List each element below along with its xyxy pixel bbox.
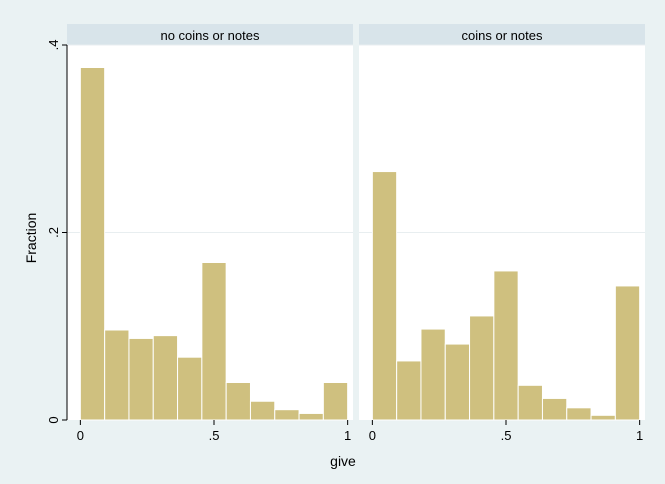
histogram-bar: [274, 409, 300, 421]
panel-strip: [359, 24, 645, 45]
x-axis-label: give: [330, 453, 356, 469]
x-tick-label: .5: [209, 428, 220, 443]
histogram-bar: [493, 270, 519, 421]
x-ticks: 0.5 1: [369, 420, 643, 443]
grid-lines: [359, 44, 645, 233]
histogram-bar: [541, 397, 568, 421]
histogram-bar: [614, 285, 641, 421]
bars: [371, 171, 641, 421]
histogram-bar: [177, 356, 203, 421]
panel-no-coins-or-notes: no coins or notes 0.5 1: [67, 24, 353, 443]
panel-coins-or-notes: coins or notes 0.5 1: [359, 24, 645, 443]
x-tick-label: 1: [344, 428, 351, 443]
histogram-bar: [444, 343, 471, 421]
histogram-bar: [371, 171, 398, 421]
panel-strip: [67, 24, 353, 45]
x-tick-label: 0: [77, 428, 84, 443]
y-axis: 0 .2 .4: [46, 40, 68, 424]
histogram-bar: [225, 382, 251, 421]
x-tick-label: 0: [369, 428, 376, 443]
histogram-bar: [322, 382, 349, 421]
panel-title: coins or notes: [462, 28, 543, 43]
x-tick-label: .5: [501, 428, 512, 443]
y-axis-label: Fraction: [23, 213, 39, 264]
grid-lines: [67, 44, 353, 233]
x-tick-label: 1: [636, 428, 643, 443]
histogram-bar: [517, 384, 543, 421]
histogram-bar: [128, 337, 154, 421]
y-tick-label: .4: [46, 40, 61, 51]
histogram-bar: [590, 414, 616, 421]
histogram-bar: [566, 407, 592, 421]
y-tick-label: .2: [46, 227, 61, 238]
histogram-bar: [249, 400, 276, 421]
histogram-bar: [298, 412, 324, 421]
histogram-bar: [104, 329, 130, 421]
bars: [79, 67, 349, 421]
y-tick-label: 0: [46, 416, 61, 423]
histogram-bar: [152, 335, 179, 421]
histogram-bar: [79, 67, 106, 421]
histogram-bar: [396, 360, 422, 421]
x-ticks: 0.5 1: [77, 420, 351, 443]
histogram-bar: [420, 328, 446, 421]
histogram-bar: [469, 315, 495, 421]
panel-title: no coins or notes: [160, 28, 260, 43]
histogram-bar: [201, 262, 227, 421]
